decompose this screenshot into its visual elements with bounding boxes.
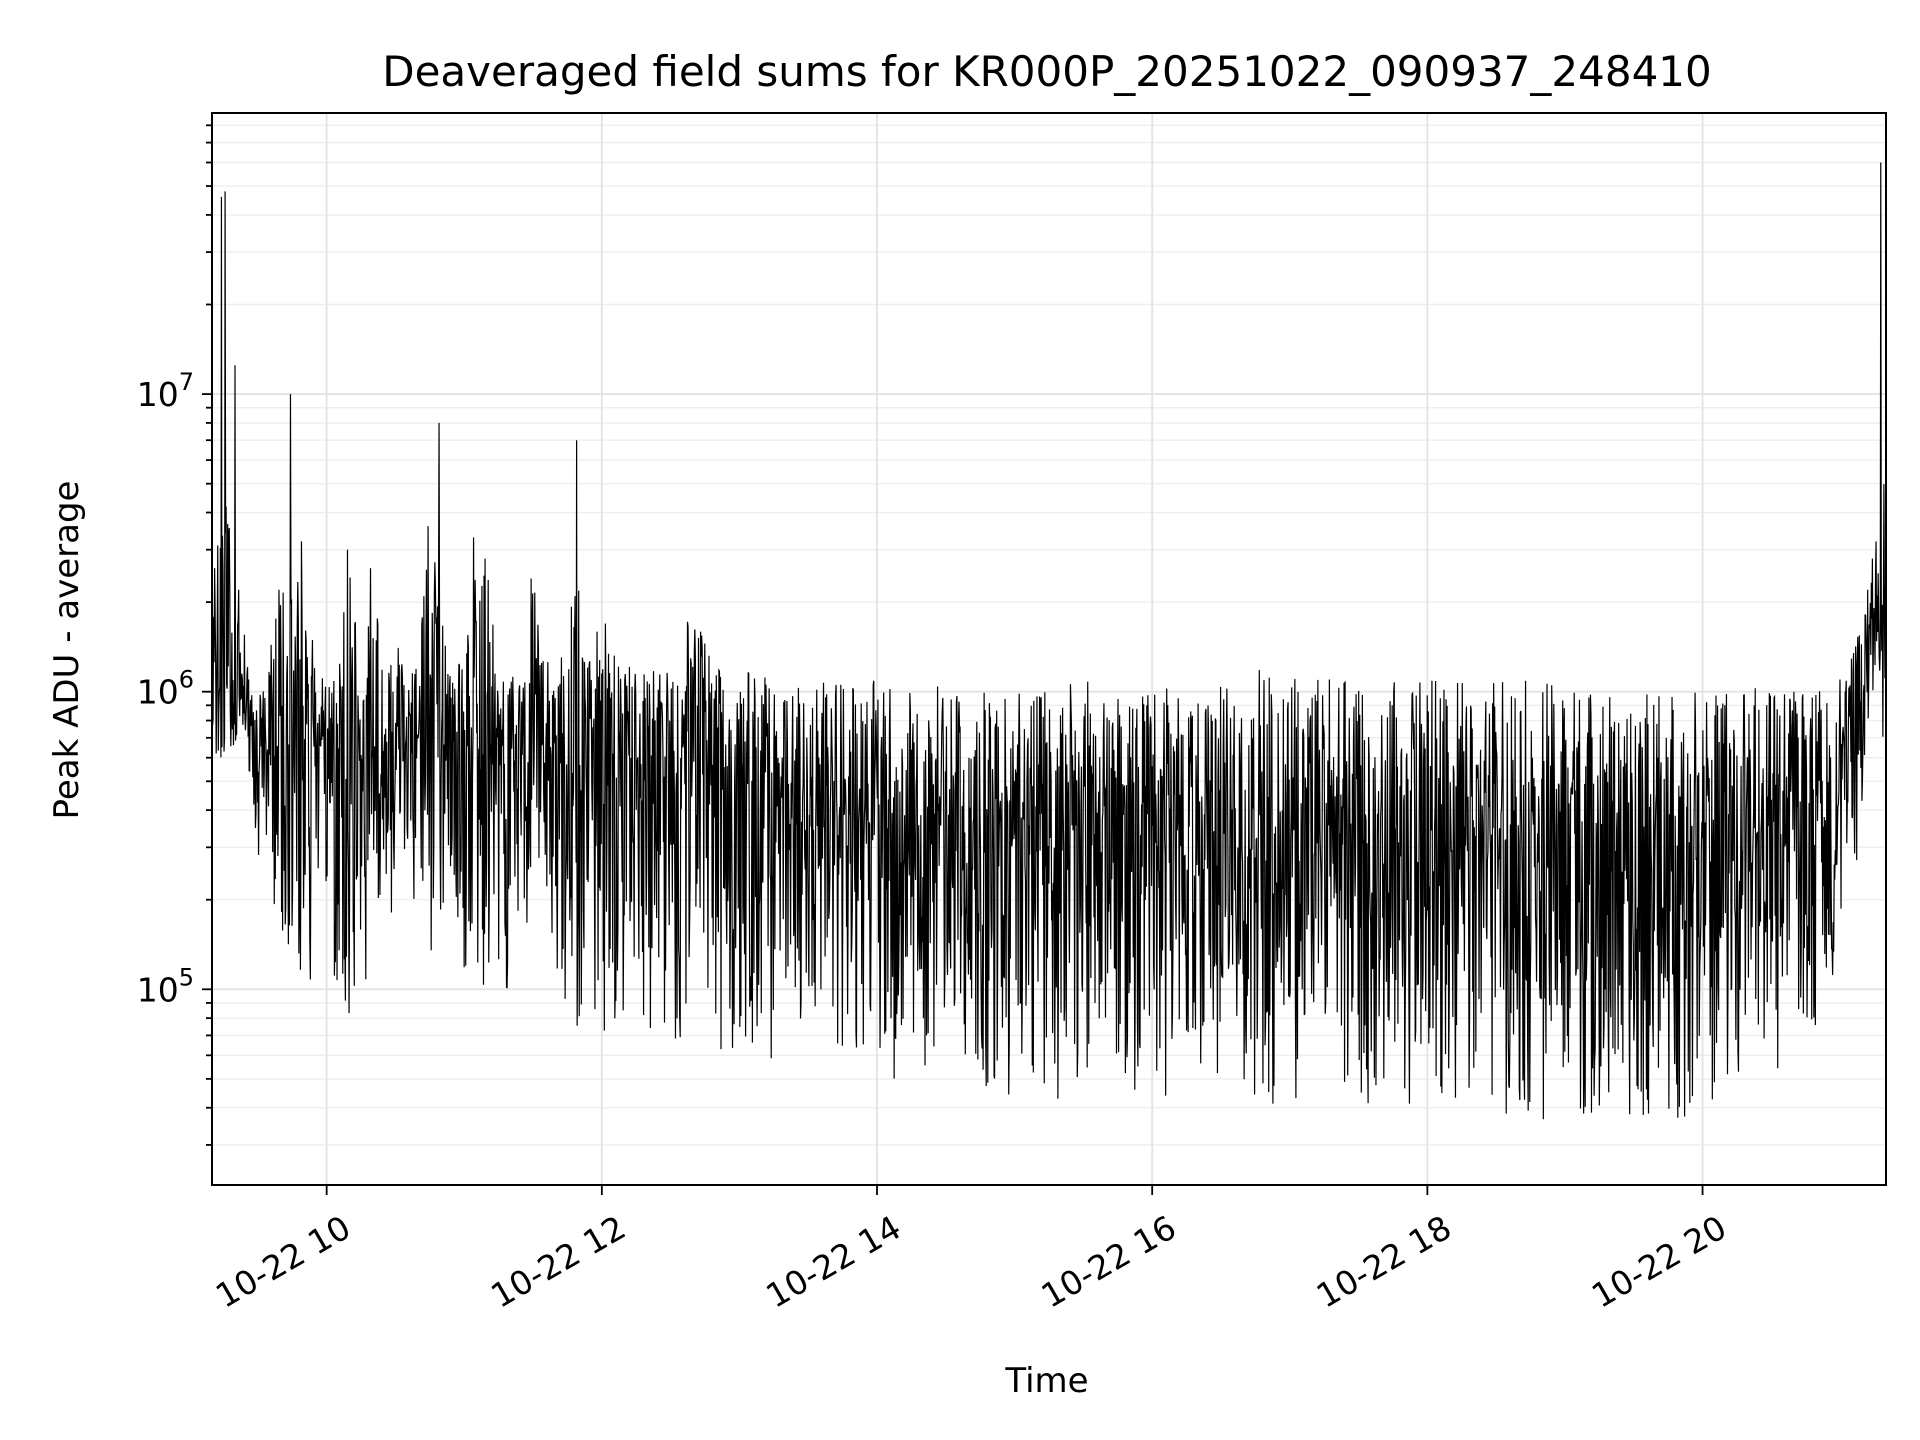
y-tick-label: 106 bbox=[137, 666, 194, 712]
x-tick-label: 10-22 20 bbox=[1585, 1208, 1733, 1316]
grid-layer bbox=[212, 113, 1886, 1185]
y-tick-label: 107 bbox=[137, 368, 194, 414]
x-tick-label: 10-22 16 bbox=[1035, 1208, 1183, 1316]
y-tick-label: 105 bbox=[137, 963, 194, 1009]
x-tick-label: 10-22 14 bbox=[759, 1208, 907, 1316]
y-axis-label: Peak ADU - average bbox=[47, 481, 87, 820]
chart-title: Deaveraged field sums for KR000P_2025102… bbox=[382, 47, 1712, 96]
y-tick-exponent: 6 bbox=[179, 666, 194, 694]
x-tick-label: 10-22 18 bbox=[1310, 1208, 1458, 1316]
x-axis-label: Time bbox=[1004, 1361, 1088, 1401]
y-tick-exponent: 7 bbox=[179, 368, 194, 396]
series-layer bbox=[211, 162, 1887, 1120]
x-tick-label: 10-22 10 bbox=[209, 1208, 357, 1316]
y-tick-exponent: 5 bbox=[179, 963, 194, 991]
series-line-0 bbox=[211, 162, 1887, 1120]
x-tick-label: 10-22 12 bbox=[484, 1208, 632, 1316]
axes-frame bbox=[211, 112, 1887, 1186]
